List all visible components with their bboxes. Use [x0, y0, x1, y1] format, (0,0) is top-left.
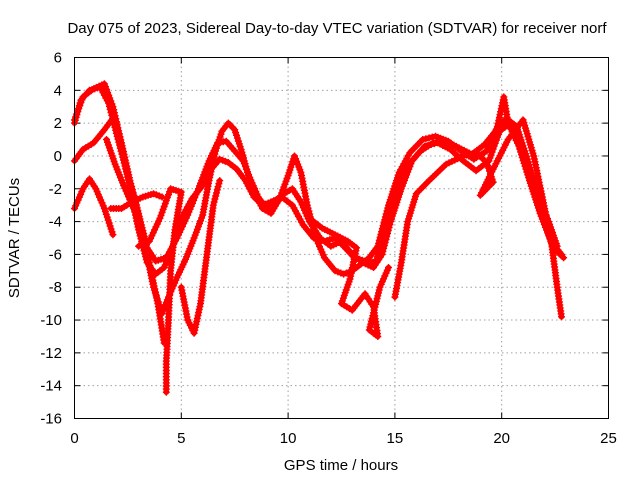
grid: [74, 57, 609, 419]
y-tick-label: -8: [49, 279, 62, 296]
series-track-1: [71, 83, 565, 317]
y-tick-label: -6: [49, 246, 62, 263]
y-tick-label: -10: [40, 312, 62, 329]
y-tick-label: 0: [54, 148, 62, 165]
series-track-4: [71, 175, 117, 239]
series-track-8: [177, 177, 224, 337]
y-tick-label: -16: [40, 411, 62, 428]
series-markers: [71, 83, 565, 317]
y-tick-label: -4: [49, 214, 62, 231]
x-tick-label: 10: [280, 430, 297, 447]
chart-title: Day 075 of 2023, Sidereal Day-to-day VTE…: [67, 20, 607, 37]
x-tick-label: 0: [70, 430, 78, 447]
y-tick-labels: -16 -14 -12 -10 -8 -6 -4 -2 0 2 4 6: [40, 50, 62, 428]
y-tick-label: -14: [40, 378, 62, 395]
series-track-9: [306, 214, 392, 340]
x-tick-label: 5: [177, 430, 185, 447]
series-line: [71, 84, 565, 317]
data-series-group: [71, 80, 568, 396]
y-axis-label: SDTVAR / TECUs: [6, 178, 23, 298]
x-tick-label: 20: [493, 430, 510, 447]
x-tick-labels: 0 5 10 15 20 25: [70, 430, 617, 447]
y-tick-label: -2: [49, 181, 62, 198]
series-track-10: [391, 116, 565, 321]
x-tick-label: 15: [387, 430, 404, 447]
series-markers: [107, 190, 166, 212]
series-track-5: [103, 136, 168, 347]
series-markers: [306, 214, 392, 340]
series-track-6: [107, 190, 166, 212]
x-axis-label: GPS time / hours: [284, 457, 398, 474]
x-tick-label: 25: [600, 430, 617, 447]
series-markers: [391, 116, 565, 321]
series-markers: [135, 185, 185, 396]
series-track-7: [135, 185, 185, 396]
y-tick-label: -12: [40, 345, 62, 362]
y-tick-label: 4: [54, 82, 62, 99]
y-tick-label: 6: [54, 50, 62, 67]
y-tick-label: 2: [54, 115, 62, 132]
series-markers: [177, 177, 224, 337]
plot-frame: [74, 57, 609, 419]
